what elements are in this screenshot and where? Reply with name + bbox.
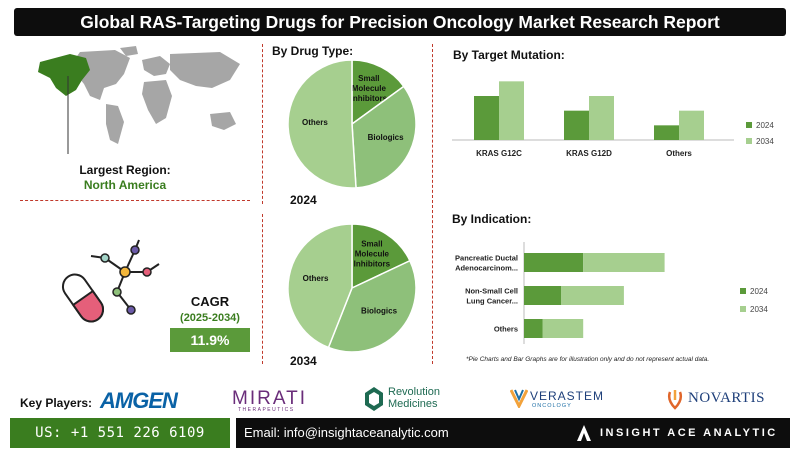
legend-label: 2024	[750, 287, 768, 296]
bar	[524, 253, 584, 272]
bar	[499, 81, 524, 140]
pie-slice	[351, 59, 405, 126]
drug-type-title: By Drug Type:	[272, 44, 354, 58]
legend-swatch	[740, 288, 746, 294]
pie-slice	[287, 223, 353, 349]
x-tick-label: Others	[666, 149, 692, 158]
bar	[524, 319, 543, 338]
legend-swatch	[746, 122, 752, 128]
pie-slice-label: Biologics	[368, 133, 405, 142]
indication-title: By Indication:	[452, 212, 532, 226]
pie-slice	[287, 59, 357, 189]
revolution-medicines-icon	[365, 387, 383, 411]
revolution-logo-line1: Revolution	[388, 386, 440, 398]
legend-label: 2024	[756, 121, 774, 130]
bar	[561, 286, 624, 305]
insight-ace-icon	[577, 425, 591, 441]
target-mutation-title: By Target Mutation:	[453, 48, 565, 62]
y-tick-label: Non-Small Cell Lung Cancer...	[465, 287, 518, 306]
novartis-logo: NOVARTIS	[688, 390, 766, 406]
pie-year-2034: 2034	[290, 354, 317, 368]
indication-chart: Pancreatic Ductal Adenocarcinom... Non-Sma…	[455, 242, 768, 344]
legend-label: 2034	[750, 305, 768, 314]
legend-swatch	[746, 138, 752, 144]
phone-bar: US: +1 551 226 6109	[10, 418, 230, 448]
legend-label: 2034	[756, 137, 774, 146]
verastem-logo: VERASTEM	[530, 389, 605, 403]
key-players-label: Key Players:	[20, 396, 93, 410]
mirati-subtext: THERAPEUTICS	[238, 407, 295, 413]
y-tick-label: Pancreatic Ductal Adenocarcinom...	[455, 254, 518, 273]
pie-slice-label: Others	[303, 274, 329, 283]
bar	[474, 96, 499, 140]
phone-text: US: +1 551 226 6109	[35, 425, 205, 441]
bar	[524, 286, 561, 305]
x-tick-label: KRAS G12C	[476, 149, 522, 158]
target-mutation-chart: KRAS G12C KRAS G12D Others 2024 2034	[452, 81, 774, 158]
largest-region-label: Largest Region:	[79, 163, 171, 177]
verastem-subtext: ONCOLOGY	[532, 403, 572, 409]
bar	[583, 253, 665, 272]
pie-slice	[351, 223, 411, 290]
contact-bar: Email: info@insightaceanalytic.com INSIG…	[236, 418, 790, 448]
divider	[262, 214, 263, 364]
bar	[564, 110, 589, 140]
email-text[interactable]: Email: info@insightaceanalytic.com	[244, 425, 449, 440]
cagr-label: CAGR	[190, 294, 230, 309]
largest-region-value: North America	[83, 178, 167, 192]
pie-chart-2024: Small Molecule Inhibitors Biologics Others	[287, 59, 417, 189]
x-tick-label: KRAS G12D	[566, 149, 612, 158]
north-america-highlight	[38, 54, 90, 96]
legend-swatch	[740, 306, 746, 312]
pie-chart-2034: Small Molecule Inhibitors Biologics Others	[287, 223, 417, 353]
divider	[262, 44, 263, 204]
mirati-logo: MIRATI	[232, 388, 307, 409]
bar	[654, 125, 679, 140]
page-title: Global RAS-Targeting Drugs for Precision…	[80, 12, 720, 32]
pie-year-2024: 2024	[290, 193, 317, 207]
novartis-icon	[667, 390, 683, 410]
revolution-logo-line2: Medicines	[388, 398, 438, 410]
bar	[542, 319, 584, 338]
cagr-value: 11.9%	[170, 328, 250, 352]
pie-slice-label: Biologics	[361, 306, 398, 315]
divider	[432, 44, 433, 364]
cagr-period: (2025-2034)	[180, 312, 240, 324]
pie-slice	[351, 85, 417, 189]
world-map	[38, 46, 240, 154]
verastem-icon	[510, 389, 528, 408]
pie-slice-label: Others	[302, 118, 328, 127]
illustration-note: *Pie Charts and Bar Graphs are for illus…	[466, 356, 710, 363]
y-tick-label: Others	[494, 325, 518, 334]
divider	[20, 200, 250, 201]
amgen-logo: AMGEN	[100, 388, 178, 413]
molecule-pill-icon	[61, 239, 160, 323]
pie-slice-label: Small Molecule Inhibitors	[354, 240, 391, 269]
bar	[679, 110, 704, 140]
brand-text: INSIGHT ACE ANALYTIC	[600, 427, 778, 439]
title-bar: Global RAS-Targeting Drugs for Precision…	[14, 8, 786, 36]
pie-slice-label: Small Molecule Inhibitors	[351, 74, 388, 103]
pie-slice	[327, 259, 417, 353]
bar	[589, 96, 614, 140]
